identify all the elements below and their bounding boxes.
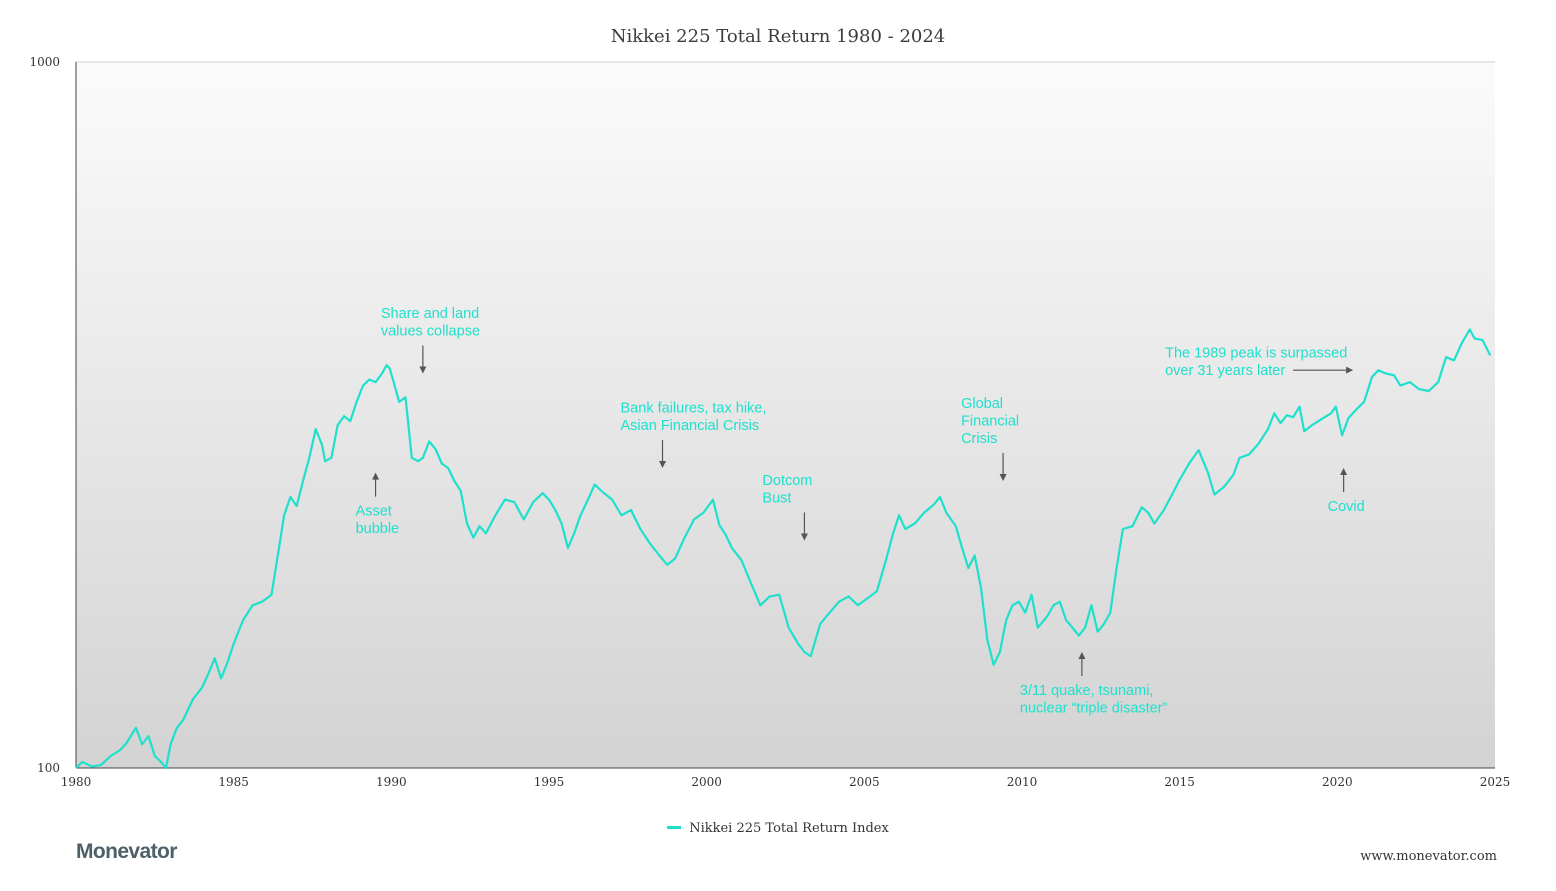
annotation-line: Bank failures, tax hike, (621, 401, 767, 417)
y-tick-label: 100 (37, 761, 60, 775)
annotation-line: Covid (1328, 499, 1365, 515)
annotation-line: nuclear “triple disaster” (1020, 700, 1168, 716)
annotation-layer: Share and land values collapse Asset bubble… (356, 306, 1365, 716)
legend: Nikkei 225 Total Return Index (0, 821, 1556, 836)
annotation-arrowhead (372, 472, 380, 480)
annotation-line: The 1989 peak is surpassed (1165, 346, 1347, 362)
annotation-line: Financial (961, 413, 1019, 429)
x-tick-label: 2000 (691, 775, 722, 789)
annotation-line: Share and land (381, 306, 479, 322)
annotation-arrowhead (419, 366, 427, 374)
annotation-line: Crisis (961, 431, 997, 447)
chart-title: Nikkei 225 Total Return 1980 - 2024 (610, 26, 946, 47)
legend-swatch (667, 826, 682, 829)
annotation-text: Asset bubble (356, 504, 400, 538)
annotation-line: Bust (762, 491, 791, 507)
annotation-text: Dotcom Bust (762, 473, 812, 507)
x-tick-label: 1980 (61, 775, 92, 789)
legend-label: Nikkei 225 Total Return Index (689, 821, 889, 836)
series-layer (75, 328, 1492, 770)
annotation-arrowhead (999, 473, 1007, 481)
x-tick-label: 1985 (218, 775, 249, 789)
annotation-line: Dotcom (762, 473, 812, 489)
x-tick-label: 1990 (376, 775, 407, 789)
x-tick-label: 1995 (534, 775, 565, 789)
source-url: www.monevator.com (1360, 849, 1497, 864)
x-tick-label: 2015 (1164, 775, 1195, 789)
annotation-line: Asian Financial Crisis (621, 418, 760, 434)
annotation-line: Global (961, 396, 1003, 412)
brand-logo: Monevator (76, 840, 177, 863)
annotation-arrowhead (1078, 651, 1086, 659)
x-tick-label: 2025 (1480, 775, 1511, 789)
annotation-text: Covid (1328, 499, 1365, 515)
y-tick-label: 1000 (29, 55, 60, 69)
x-tick-label: 2005 (849, 775, 880, 789)
y-tick-labels: 100 1000 (29, 55, 60, 775)
plot-area (76, 62, 1495, 768)
annotation-line: values collapse (381, 324, 480, 340)
annotation-line: Asset (356, 504, 392, 520)
annotation-text: Bank failures, tax hike, Asian Financial … (621, 401, 767, 435)
annotation-line: 3/11 quake, tsunami, (1020, 683, 1154, 699)
annotation-text: Global Financial Crisis (961, 396, 1019, 447)
annotation-line: bubble (356, 521, 400, 537)
x-tick-labels: 1980 1985 1990 1995 2000 2005 2010 2015 2020 2025 (61, 775, 1511, 789)
annotation-text: 3/11 quake, tsunami, nuclear “triple disa… (1020, 683, 1168, 717)
annotation-arrowhead (800, 533, 808, 541)
annotation-arrowhead (1340, 468, 1348, 476)
annotation-line: over 31 years later (1165, 363, 1285, 379)
x-tick-label: 2010 (1007, 775, 1038, 789)
x-tick-label: 2020 (1322, 775, 1353, 789)
annotation-arrowhead (659, 461, 667, 469)
series-line (75, 328, 1492, 770)
annotation-arrowhead (1346, 366, 1354, 374)
annotation-text: Share and land values collapse (381, 306, 480, 340)
annotation-text: The 1989 peak is surpassed over 31 years … (1165, 346, 1347, 380)
